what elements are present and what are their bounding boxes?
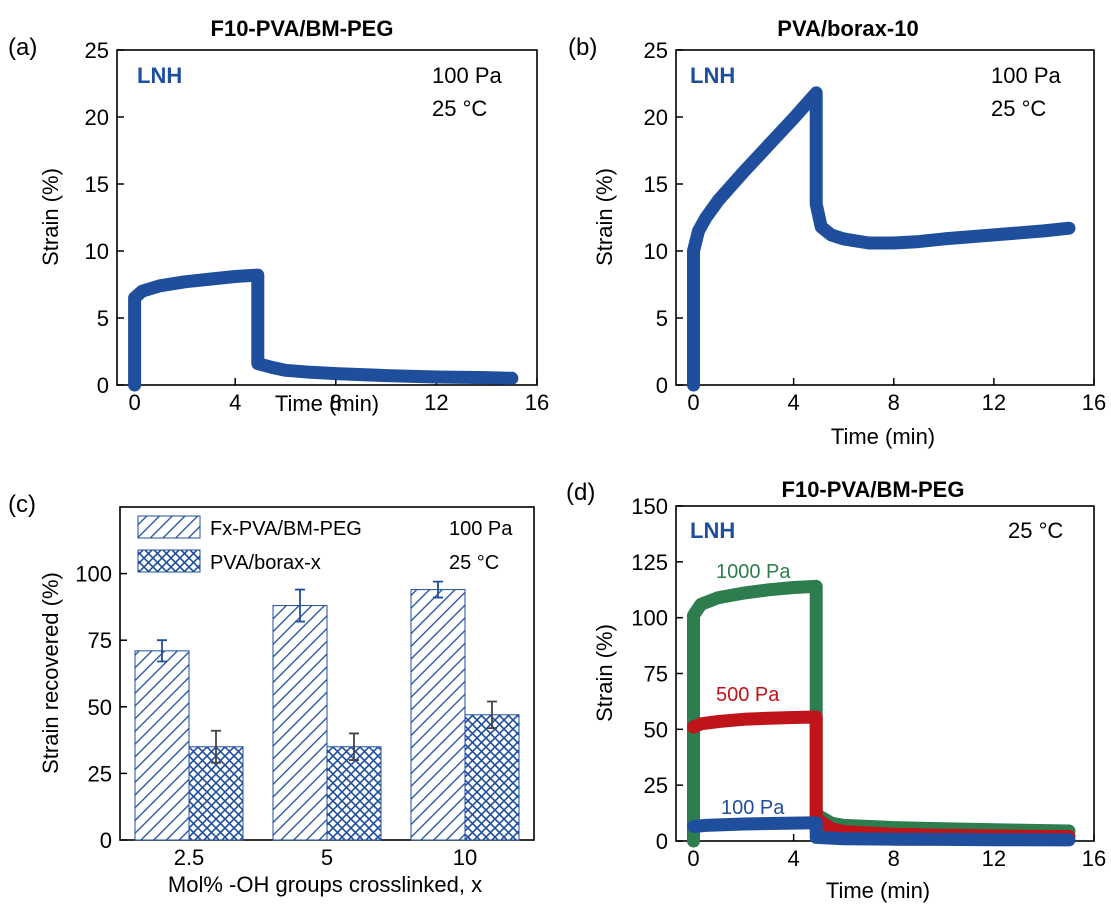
panel-d-ytick-label: 75 [644,662,668,687]
panel-a-title: F10-PVA/BM-PEG [211,16,394,41]
panel-b-xtick-label: 8 [888,390,900,415]
panel-b-ytick-label: 15 [644,172,668,197]
panel-b-frame [675,49,1095,386]
panel-label-c: (c) [8,491,36,518]
panel-a-ylabel: Strain (%) [38,168,63,266]
panel-a-ytick-label: 10 [85,239,109,264]
panel-label-a: (a) [8,34,37,61]
panel-a-stress-note: 100 Pa [432,63,502,88]
panel-b-title: PVA/borax-10 [777,16,918,41]
panel-d-ytick-label: 100 [631,606,668,631]
panel-label-b: (b) [568,34,597,61]
panel-c-xlabel: Mol% -OH groups crosslinked, x [168,872,482,897]
panel-c-temp-note: 25 °C [449,552,499,574]
panel-c-ytick-label: 0 [100,828,112,853]
legend-swatch-fx-pva [137,515,201,539]
panel-b-ytick-label: 5 [656,306,668,331]
panel-label-d: (d) [566,479,595,506]
panel-a-ytick-label: 15 [85,172,109,197]
legend-label-fx-pva: Fx-PVA/BM-PEG [210,518,362,540]
series-label-500pa: 500 Pa [716,684,780,706]
panel-d-lnh-label: LNH [690,518,735,543]
panel-b-series-line-0 [687,86,1076,392]
legend-swatch-pva-borax [137,549,201,573]
panel-d-ylabel: Strain (%) [592,624,617,722]
panel-a-ytick-label: 20 [85,105,109,130]
panel-b-xtick-label: 0 [687,390,699,415]
error-bar [433,580,443,599]
panel-c-ytick-label: 25 [88,761,112,786]
category-label: 2.5 [174,845,205,870]
bar-fx-pva-2.5 [134,650,190,841]
panel-c-ytick-label: 75 [88,628,112,653]
panel-a-xlabel: Time (min) [275,391,379,416]
panel-d-series-line-0 [687,579,1076,848]
panel-b-lnh-label: LNH [690,63,735,88]
panel-d-temp-note: 25 °C [1008,518,1063,543]
panel-d-ytick-label: 125 [631,550,668,575]
panel-c-stress-note: 100 Pa [449,518,513,540]
panel-d-frame [675,505,1095,842]
category-label: 10 [453,845,477,870]
bar-pva-borax-5 [326,746,382,841]
panel-d-series-line-2 [687,816,1076,847]
error-bar [487,700,497,730]
error-bar [295,588,305,623]
panel-d-xtick-label: 0 [687,846,699,871]
panel-d-ytick-label: 50 [644,717,668,742]
series-label-100pa: 100 Pa [721,797,785,819]
panel-d-ytick-label: 25 [644,773,668,798]
panel-c: (c) Fx-PVA/BM-PEG PVA/borax-x 100 Pa 25 … [8,491,535,897]
panel-a: (a) F10-PVA/BM-PEG LNH 100 Pa 25 °C Time… [8,16,549,416]
panel-a-frame [116,49,538,386]
panel-d-xtick-label: 8 [888,846,900,871]
panel-c-ytick-label: 50 [88,695,112,720]
panel-b-ytick-label: 25 [644,38,668,63]
panel-a-xtick-label: 12 [424,390,448,415]
panel-d-xtick-label: 12 [982,846,1006,871]
panel-a-ytick-label: 0 [97,373,109,398]
panel-a-xtick-label: 8 [330,390,342,415]
panel-a-xtick-label: 16 [525,390,549,415]
series-label-1000pa: 1000 Pa [716,561,791,583]
category-label: 5 [321,845,333,870]
panel-d-xtick-label: 4 [788,846,800,871]
panel-a-ytick-label: 5 [97,306,109,331]
panel-b-xtick-label: 12 [982,390,1006,415]
panel-c-ylabel: Strain recovered (%) [38,572,63,774]
panel-d-ytick-label: 0 [656,829,668,854]
panel-b-ytick-label: 20 [644,105,668,130]
panel-d-title: F10-PVA/BM-PEG [782,477,965,502]
bar-pva-borax-10 [464,714,520,841]
panel-d-ytick-label: 150 [631,494,668,519]
panel-b-temp-note: 25 °C [991,96,1046,121]
panel-b-ylabel: Strain (%) [592,168,617,266]
panel-d-xlabel: Time (min) [826,878,930,903]
panel-b: (b) PVA/borax-10 LNH 100 Pa 25 °C Time (… [568,16,1106,449]
panel-d: (d) F10-PVA/BM-PEG LNH 25 °C 1000 Pa 500… [566,477,1106,903]
panel-b-xtick-label: 16 [1082,390,1106,415]
panel-a-temp-note: 25 °C [432,96,487,121]
panel-a-ytick-label: 25 [85,38,109,63]
error-bar [211,729,221,764]
legend-label-pva-borax: PVA/borax-x [210,552,321,574]
panel-a-lnh-label: LNH [137,63,182,88]
error-bar [157,639,167,663]
bar-fx-pva-10 [410,589,466,841]
error-bar [349,732,359,761]
panel-b-ytick-label: 0 [656,373,668,398]
panel-a-xtick-label: 0 [128,390,140,415]
panel-a-xtick-label: 4 [229,390,241,415]
panel-b-stress-note: 100 Pa [991,63,1061,88]
panel-c-ytick-label: 100 [75,562,112,587]
panel-b-ytick-label: 10 [644,239,668,264]
bar-fx-pva-5 [272,605,328,841]
panel-a-series-line-0 [128,268,519,392]
panel-b-xlabel: Time (min) [831,424,935,449]
panel-b-xtick-label: 4 [788,390,800,415]
panel-d-xtick-label: 16 [1082,846,1106,871]
